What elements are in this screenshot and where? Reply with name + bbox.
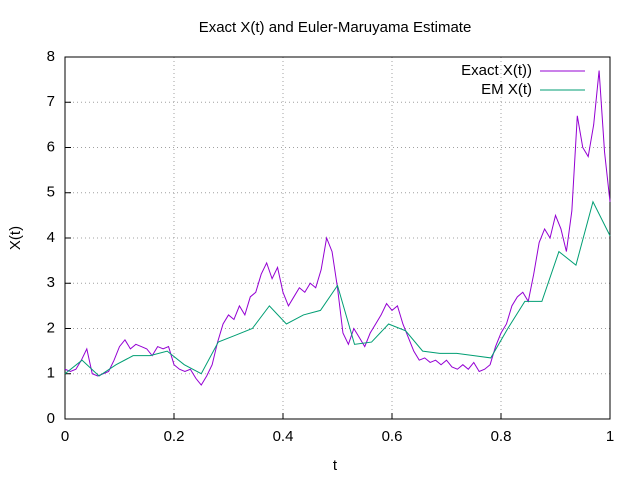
y-axis-label: X(t) xyxy=(7,226,24,250)
x-tick-label: 0.2 xyxy=(164,428,185,445)
plot-border xyxy=(64,56,611,420)
y-tick-label: 8 xyxy=(47,48,55,65)
x-tick-label: 1 xyxy=(606,428,614,445)
x-axis-label: t xyxy=(333,457,338,474)
x-tick-label: 0.8 xyxy=(491,428,512,445)
series-line xyxy=(64,70,611,386)
y-tick-label: 7 xyxy=(47,93,55,110)
series-line xyxy=(64,200,611,377)
x-tick-label: 0.6 xyxy=(382,428,403,445)
y-tick-label: 3 xyxy=(47,274,55,291)
y-tick-label: 5 xyxy=(47,184,55,201)
x-tick-label: 0 xyxy=(61,428,69,445)
y-tick-label: 2 xyxy=(47,319,55,336)
x-tick-label: 0.4 xyxy=(273,428,294,445)
y-tick-label: 6 xyxy=(47,138,55,155)
chart-title: Exact X(t) and Euler-Maruyama Estimate xyxy=(199,19,472,36)
y-tick-label: 1 xyxy=(47,365,55,382)
y-tick-label: 0 xyxy=(47,410,55,427)
y-tick-label: 4 xyxy=(47,229,55,246)
legend-label: Exact X(t)) xyxy=(461,62,532,79)
legend-label: EM X(t) xyxy=(481,81,532,98)
